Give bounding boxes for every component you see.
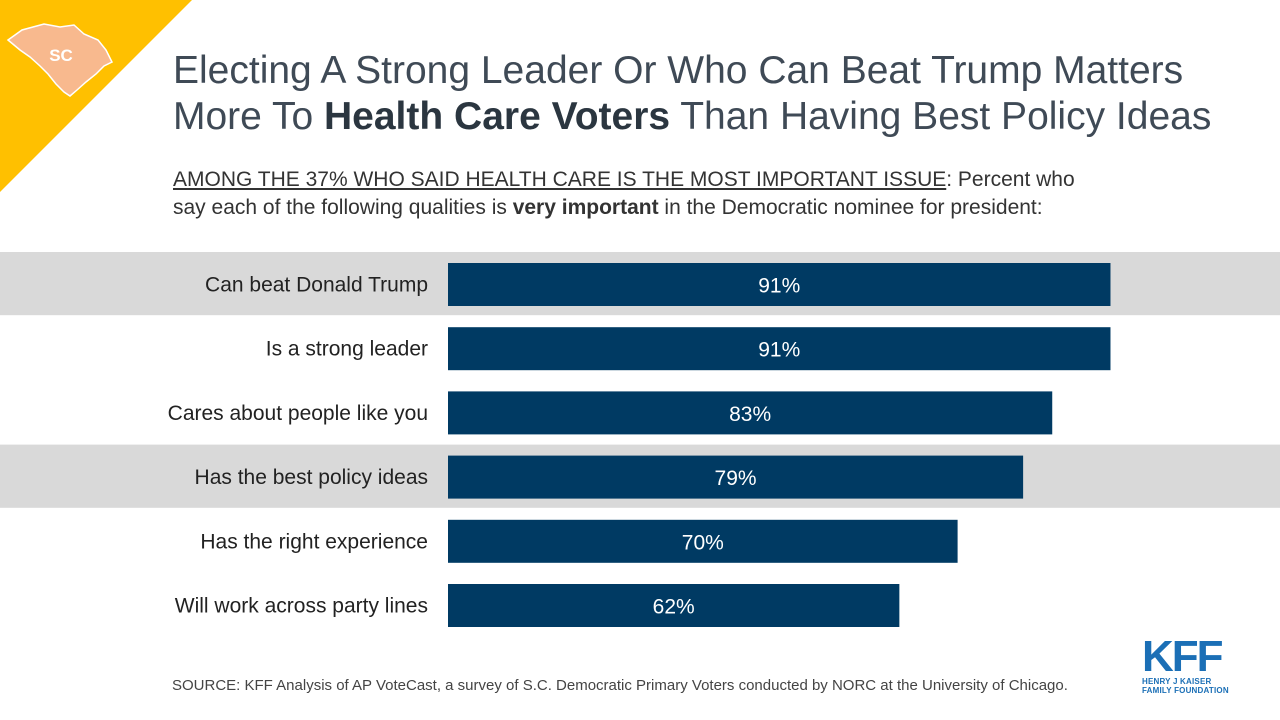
data-label: 83% [729,403,771,426]
state-abbreviation: SC [49,46,73,65]
category-label: Has the best policy ideas [195,466,428,489]
chart-subtitle: AMONG THE 37% WHO SAID HEALTH CARE IS TH… [173,166,1253,222]
subtitle-bold: very important [512,196,659,219]
subtitle-line-2: say each of the following qualities is v… [173,194,1253,222]
logo-line-1: HENRY J KAISER [1142,677,1212,686]
category-label: Will work across party lines [175,595,428,618]
subtitle-part-1: : Percent who [946,168,1075,191]
title-line-2-bold: Health Care Voters [324,95,671,138]
category-label: Is a strong leader [266,338,428,361]
bar [448,391,1053,435]
subtitle-line-1: AMONG THE 37% WHO SAID HEALTH CARE IS TH… [173,166,1253,194]
data-label: 79% [715,467,757,490]
bar [448,263,1111,306]
title-line-1: Electing A Strong Leader Or Who Can Beat… [173,49,1184,92]
kff-logo: KFF HENRY J KAISER FAMILY FOUNDATION [1142,632,1242,696]
title-line-2-post: Than Having Best Policy Ideas [670,95,1212,138]
data-label: 91% [758,275,800,298]
category-label: Cares about people like you [168,402,428,425]
subtitle-part-2: say each of the following qualities is [173,196,513,219]
state-badge: SC [0,0,192,192]
category-label: Has the right experience [200,530,428,553]
bar [448,584,900,627]
bar [448,519,958,563]
south-carolina-map-icon [6,23,114,97]
title-line-2-pre: More To [173,95,325,138]
subtitle-underlined: AMONG THE 37% WHO SAID HEALTH CARE IS TH… [173,168,947,191]
bar [448,327,1111,371]
data-label: 70% [682,531,724,554]
data-label: 91% [758,339,800,362]
logo-wordmark: KFF [1142,632,1224,681]
data-label: 62% [653,596,695,619]
category-label: Can beat Donald Trump [205,274,428,297]
bar [448,455,1024,499]
title-line-2: More To Health Care Voters Than Having B… [173,94,1263,140]
source-note: SOURCE: KFF Analysis of AP VoteCast, a s… [172,677,1068,694]
chart-title: Electing A Strong Leader Or Who Can Beat… [173,48,1263,140]
subtitle-part-3: in the Democratic nominee for president: [658,196,1043,219]
logo-line-2: FAMILY FOUNDATION [1142,686,1229,695]
